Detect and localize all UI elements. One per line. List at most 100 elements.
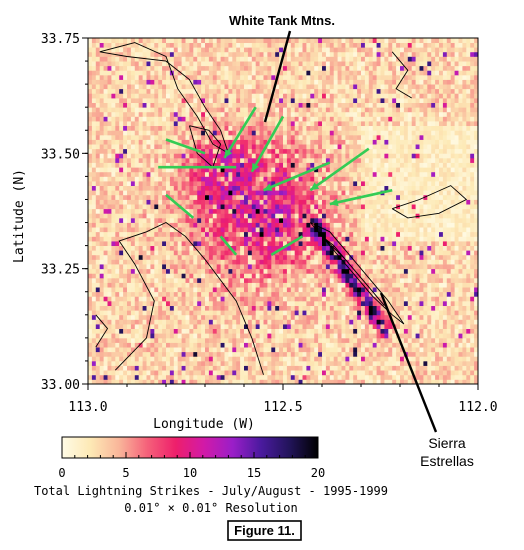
- heatmap-cell: [177, 360, 182, 366]
- heatmap-cell: [208, 222, 214, 228]
- heatmap-cell: [407, 277, 413, 283]
- heatmap-cell: [220, 245, 225, 251]
- heatmap-cell: [247, 337, 253, 343]
- heatmap-cell: [99, 157, 104, 163]
- heatmap-cell: [169, 370, 175, 376]
- heatmap-cell: [474, 254, 479, 260]
- heatmap-cell: [88, 319, 93, 325]
- heatmap-cell: [431, 162, 436, 168]
- heatmap-cell: [169, 374, 175, 380]
- heatmap-cell: [376, 328, 381, 334]
- heatmap-cell: [138, 277, 143, 283]
- heatmap-cell: [322, 222, 327, 228]
- heatmap-cell: [466, 360, 471, 366]
- heatmap-cell: [166, 328, 171, 334]
- heatmap-cell: [361, 314, 366, 320]
- heatmap-cell: [111, 328, 116, 334]
- heatmap-cell: [271, 301, 276, 307]
- heatmap-cell: [470, 227, 475, 233]
- heatmap-cell: [228, 162, 233, 168]
- heatmap-cell: [310, 241, 315, 247]
- heatmap-cell: [193, 254, 198, 260]
- heatmap-cell: [454, 208, 459, 214]
- heatmap-cell: [337, 236, 342, 242]
- heatmap-cell: [450, 296, 455, 302]
- heatmap-cell: [302, 277, 307, 283]
- heatmap-cell: [259, 356, 264, 362]
- heatmap-cell: [244, 324, 249, 330]
- heatmap-cell: [279, 264, 284, 270]
- heatmap-cell: [205, 370, 210, 376]
- heatmap-cell: [208, 264, 214, 270]
- heatmap-cell: [283, 328, 288, 334]
- heatmap-cell: [403, 241, 409, 247]
- heatmap-cell: [298, 194, 303, 200]
- heatmap-cell: [318, 287, 323, 293]
- heatmap-cell: [271, 227, 276, 233]
- heatmap-cell: [302, 282, 307, 288]
- heatmap-cell: [127, 241, 132, 247]
- heatmap-cell: [236, 310, 241, 316]
- heatmap-cell: [376, 185, 381, 191]
- heatmap-cell: [236, 342, 241, 348]
- heatmap-cell: [337, 259, 342, 265]
- heatmap-cell: [302, 213, 307, 219]
- heatmap-cell: [454, 222, 459, 228]
- heatmap-cell: [123, 194, 128, 200]
- heatmap-cell: [458, 310, 463, 316]
- heatmap-cell: [185, 245, 190, 251]
- heatmap-cell: [302, 365, 307, 371]
- heatmap-cell: [123, 365, 128, 371]
- heatmap-cell: [341, 305, 346, 311]
- heatmap-cell: [400, 296, 405, 302]
- heatmap-cell: [127, 328, 132, 334]
- heatmap-cell: [302, 337, 307, 343]
- heatmap-cell: [306, 176, 311, 182]
- heatmap-cell: [294, 213, 299, 219]
- heatmap-cell: [427, 314, 432, 320]
- heatmap-cell: [173, 162, 179, 168]
- heatmap-cell: [173, 379, 179, 385]
- heatmap-cell: [407, 236, 413, 242]
- heatmap-cell: [150, 222, 155, 228]
- heatmap-cell: [259, 333, 264, 339]
- heatmap-cell: [150, 254, 155, 260]
- heatmap-cell: [431, 379, 436, 385]
- heatmap-cell: [130, 254, 136, 260]
- heatmap-cell: [173, 351, 179, 357]
- heatmap-cell: [411, 259, 416, 265]
- heatmap-cell: [103, 227, 108, 233]
- heatmap-cell: [111, 264, 116, 270]
- heatmap-cell: [302, 250, 307, 256]
- heatmap-cell: [228, 199, 233, 205]
- heatmap-cell: [130, 319, 136, 325]
- heatmap-cell: [91, 254, 97, 260]
- heatmap-cell: [446, 250, 452, 256]
- heatmap-cell: [115, 199, 120, 205]
- heatmap-cell: [236, 241, 241, 247]
- heatmap-cell: [466, 328, 471, 334]
- heatmap-cell: [177, 365, 182, 371]
- heatmap-cell: [384, 273, 389, 279]
- heatmap-cell: [294, 227, 299, 233]
- heatmap-cell: [294, 305, 299, 311]
- heatmap-cell: [107, 250, 112, 256]
- heatmap-cell: [337, 337, 342, 343]
- heatmap-cell: [435, 328, 440, 334]
- heatmap-cell: [275, 282, 280, 288]
- heatmap-cell: [329, 356, 335, 362]
- heatmap-cell: [415, 208, 420, 214]
- heatmap-cell: [212, 370, 218, 376]
- heatmap-cell: [415, 176, 420, 182]
- heatmap-cell: [193, 264, 198, 270]
- heatmap-cell: [427, 282, 432, 288]
- heatmap-cell: [255, 342, 260, 348]
- heatmap-cell: [169, 208, 175, 214]
- heatmap-cell: [325, 305, 331, 311]
- heatmap-cell: [255, 374, 260, 380]
- heatmap-cell: [232, 287, 237, 293]
- heatmap-cell: [185, 370, 190, 376]
- heatmap-cell: [396, 301, 401, 307]
- heatmap-cell: [103, 171, 108, 177]
- heatmap-cell: [146, 351, 151, 357]
